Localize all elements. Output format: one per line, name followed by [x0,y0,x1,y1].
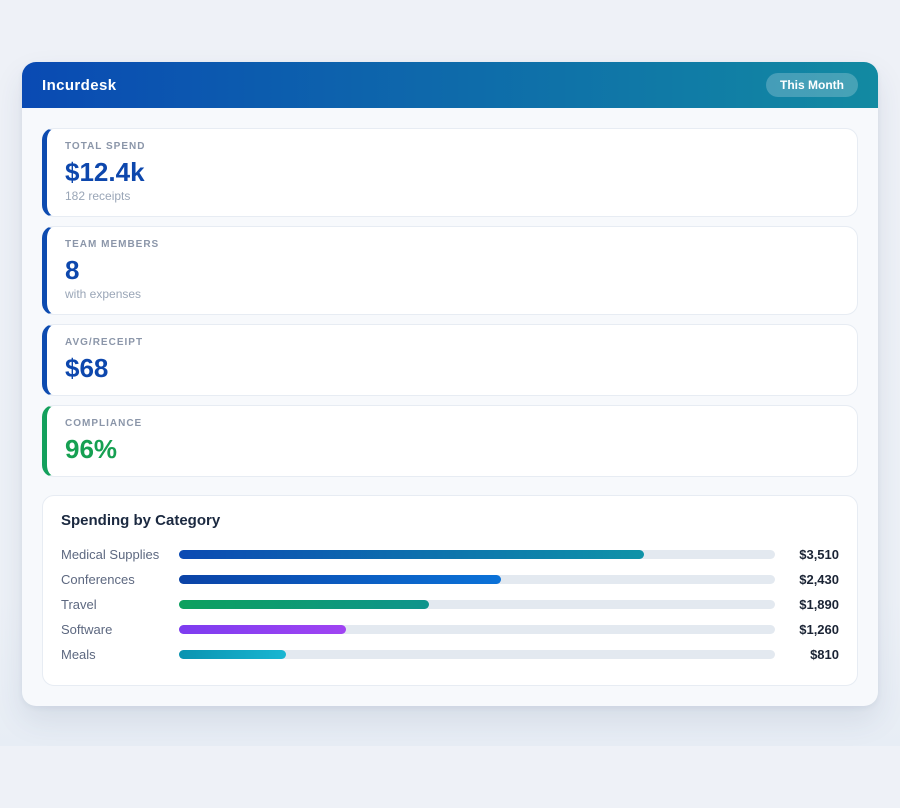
value-label: $1,890 [799,597,839,612]
stat-card: COMPLIANCE 96% [42,405,858,477]
chart-title: Spending by Category [61,512,221,529]
stat-label: AVG/RECEIPT [65,337,144,348]
stat-caption: 182 receipts [65,189,131,203]
chart-row: Travel $1,890 [61,592,839,617]
bar-track [179,650,775,659]
chart-rows: Medical Supplies $3,510 Conferences $2,430 T… [61,542,839,667]
category-label: Travel [61,597,97,612]
bar-fill [179,550,644,559]
period-badge[interactable]: This Month [766,73,858,97]
bar-track [179,575,775,584]
panel-body: TOTAL SPEND $12.4k 182 receipts TEAM MEMBER… [22,108,878,706]
bar-fill [179,625,346,634]
stat-caption: with expenses [65,287,142,301]
stat-label: COMPLIANCE [65,418,143,429]
chart-row: Software $1,260 [61,617,839,642]
bar-track [179,625,775,634]
value-label: $1,260 [799,622,839,637]
chart-row: Conferences $2,430 [61,567,839,592]
chart-row: Meals $810 [61,642,839,667]
app-header: Incurdesk This Month [22,62,878,108]
category-label: Medical Supplies [61,547,160,562]
value-label: $3,510 [799,547,839,562]
stat-label: TEAM MEMBERS [65,239,160,250]
dashboard-panel: Incurdesk This Month TOTAL SPEND $12.4k 18… [22,62,878,706]
app-title: Incurdesk [42,76,117,94]
stat-value: 8 [65,255,80,285]
stat-card: AVG/RECEIPT $68 [42,324,858,396]
stat-value: $68 [65,353,109,383]
bar-fill [179,575,501,584]
bar-fill [179,650,287,659]
stat-value: 96% [65,434,118,464]
stat-value: $12.4k [65,157,145,187]
value-label: $810 [810,647,839,662]
chart-card: Spending by Category Medical Supplies $3,… [42,495,858,686]
category-label: Meals [61,647,96,662]
value-label: $2,430 [799,572,839,587]
chart-row: Medical Supplies $3,510 [61,542,839,567]
stat-card: TEAM MEMBERS 8 with expenses [42,226,858,315]
stat-card: TOTAL SPEND $12.4k 182 receipts [42,128,858,217]
category-label: Software [61,622,113,637]
bar-fill [179,600,430,609]
bar-track [179,550,775,559]
bar-track [179,600,775,609]
stat-label: TOTAL SPEND [65,141,146,152]
category-label: Conferences [61,572,135,587]
stats-list: TOTAL SPEND $12.4k 182 receipts TEAM MEMBER… [42,128,858,477]
